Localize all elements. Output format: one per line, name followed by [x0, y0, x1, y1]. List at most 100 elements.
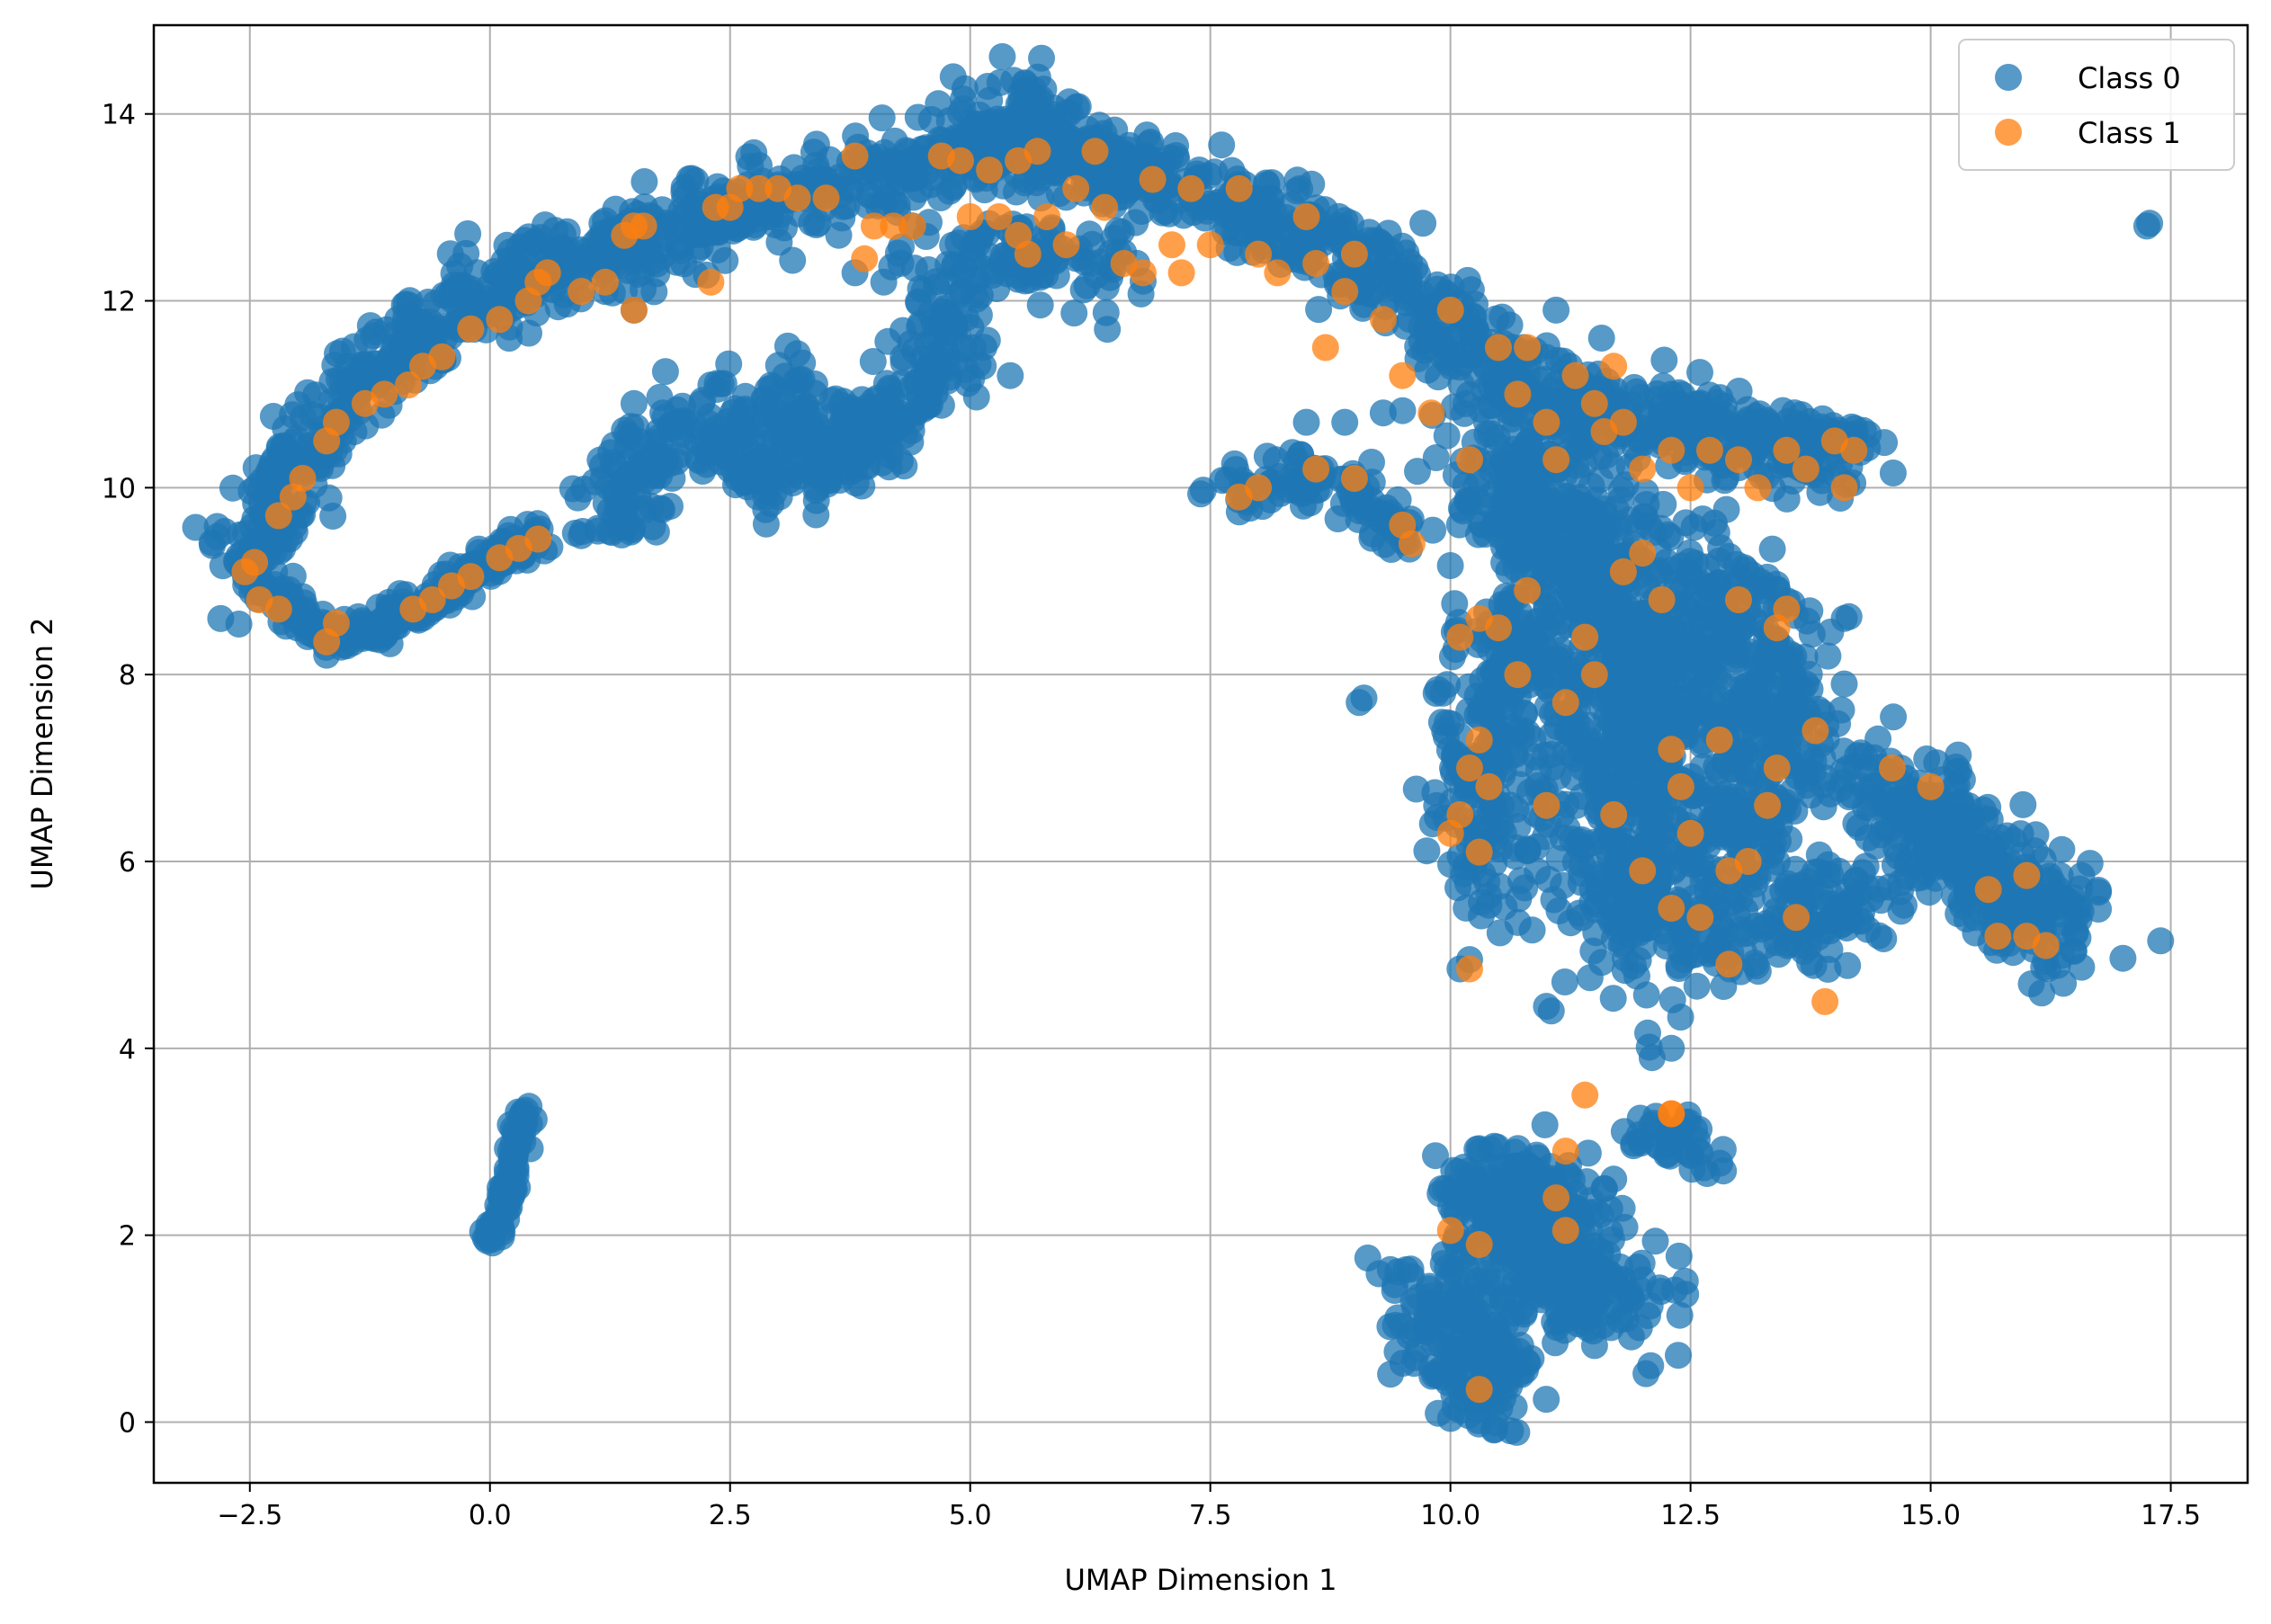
- point-class-0: [747, 454, 774, 482]
- point-class-0: [1986, 824, 2014, 852]
- point-class-0: [416, 313, 444, 341]
- point-class-0: [1739, 711, 1767, 739]
- point-class-0: [1487, 744, 1515, 772]
- point-class-0: [847, 444, 875, 472]
- point-class-0: [279, 401, 307, 429]
- point-class-0: [1223, 238, 1251, 266]
- point-class-0: [1946, 788, 1974, 816]
- point-class-0: [651, 358, 679, 386]
- point-class-0: [1912, 838, 1940, 866]
- point-class-0: [923, 273, 951, 301]
- point-class-0: [1710, 622, 1738, 650]
- point-class-0: [1814, 642, 1842, 670]
- point-class-0: [1680, 513, 1708, 541]
- point-class-0: [754, 376, 782, 404]
- point-class-0: [487, 1184, 515, 1212]
- point-class-0: [630, 168, 658, 195]
- point-class-0: [1620, 952, 1648, 980]
- point-class-0: [260, 529, 288, 557]
- point-class-0: [854, 192, 881, 219]
- point-class-0: [1253, 442, 1281, 470]
- point-class-0: [1584, 579, 1612, 606]
- point-class-0: [786, 462, 814, 490]
- point-class-0: [804, 157, 832, 185]
- point-class-0: [1504, 908, 1532, 936]
- point-class-0: [1577, 727, 1605, 754]
- point-class-0: [1880, 703, 1908, 731]
- point-class-0: [913, 393, 941, 421]
- point-class-0: [630, 495, 657, 522]
- point-class-0: [711, 246, 739, 274]
- point-class-0: [1514, 1349, 1542, 1377]
- point-class-0: [1026, 165, 1054, 192]
- point-class-0: [1346, 497, 1373, 525]
- point-class-0: [515, 223, 542, 251]
- point-class-0: [1731, 897, 1759, 924]
- point-class-0: [1462, 290, 1489, 318]
- point-class-0: [904, 103, 932, 131]
- point-class-0: [997, 361, 1024, 389]
- point-class-0: [1060, 299, 1088, 327]
- point-class-0: [816, 403, 844, 431]
- point-class-0: [1453, 486, 1481, 514]
- point-class-0: [1424, 271, 1452, 299]
- point-class-0: [988, 43, 1016, 70]
- point-class-0: [757, 490, 785, 518]
- point-class-0: [1402, 775, 1430, 803]
- point-class-0: [1405, 1283, 1433, 1311]
- point-class-0: [1441, 590, 1469, 618]
- point-class-0: [1779, 777, 1807, 805]
- point-class-0: [893, 149, 920, 177]
- point-class-0: [1422, 680, 1450, 707]
- point-class-0: [549, 235, 577, 263]
- point-class-0: [315, 484, 343, 512]
- point-class-0: [1551, 540, 1579, 568]
- point-class-0: [1683, 972, 1711, 1000]
- point-class-0: [884, 239, 912, 267]
- point-class-0: [1679, 701, 1707, 729]
- point-class-0: [1704, 757, 1732, 785]
- point-class-0: [1569, 851, 1596, 879]
- point-class-0: [859, 348, 887, 375]
- point-class-0: [788, 365, 816, 393]
- point-class-0: [1404, 1317, 1432, 1344]
- point-class-0: [1650, 683, 1678, 710]
- point-class-0: [1534, 865, 1562, 893]
- point-class-0: [951, 75, 979, 103]
- point-class-0: [1501, 843, 1529, 870]
- point-class-0: [1452, 341, 1480, 369]
- point-class-0: [1597, 691, 1625, 718]
- point-class-0: [1891, 891, 1918, 919]
- point-class-0: [1854, 776, 1882, 804]
- point-class-0: [842, 122, 870, 150]
- point-class-0: [225, 611, 253, 638]
- point-class-0: [1817, 780, 1844, 808]
- point-class-0: [2046, 861, 2074, 889]
- point-class-0: [1686, 359, 1713, 387]
- point-class-0: [934, 367, 961, 395]
- point-class-0: [740, 138, 768, 166]
- point-class-0: [2028, 979, 2056, 1007]
- point-class-0: [2061, 920, 2088, 948]
- point-class-0: [1522, 483, 1550, 511]
- point-class-0: [1834, 754, 1862, 782]
- point-class-0: [1587, 325, 1615, 352]
- point-class-0: [1819, 902, 1846, 930]
- point-class-0: [1475, 680, 1503, 708]
- point-class-0: [1452, 389, 1480, 417]
- point-class-0: [294, 379, 321, 406]
- point-class-0: [1616, 735, 1644, 763]
- point-class-0: [1758, 535, 1786, 563]
- point-class-0: [970, 352, 997, 380]
- point-class-0: [1780, 412, 1808, 440]
- point-class-0: [778, 430, 806, 458]
- point-class-0: [1434, 709, 1462, 736]
- point-class-0: [1623, 895, 1650, 923]
- point-class-0: [910, 360, 938, 388]
- point-class-0: [597, 439, 625, 467]
- point-class-0: [454, 220, 482, 247]
- point-class-0: [1383, 1338, 1411, 1366]
- point-class-0: [1480, 1416, 1507, 1444]
- point-class-0: [1848, 859, 1876, 887]
